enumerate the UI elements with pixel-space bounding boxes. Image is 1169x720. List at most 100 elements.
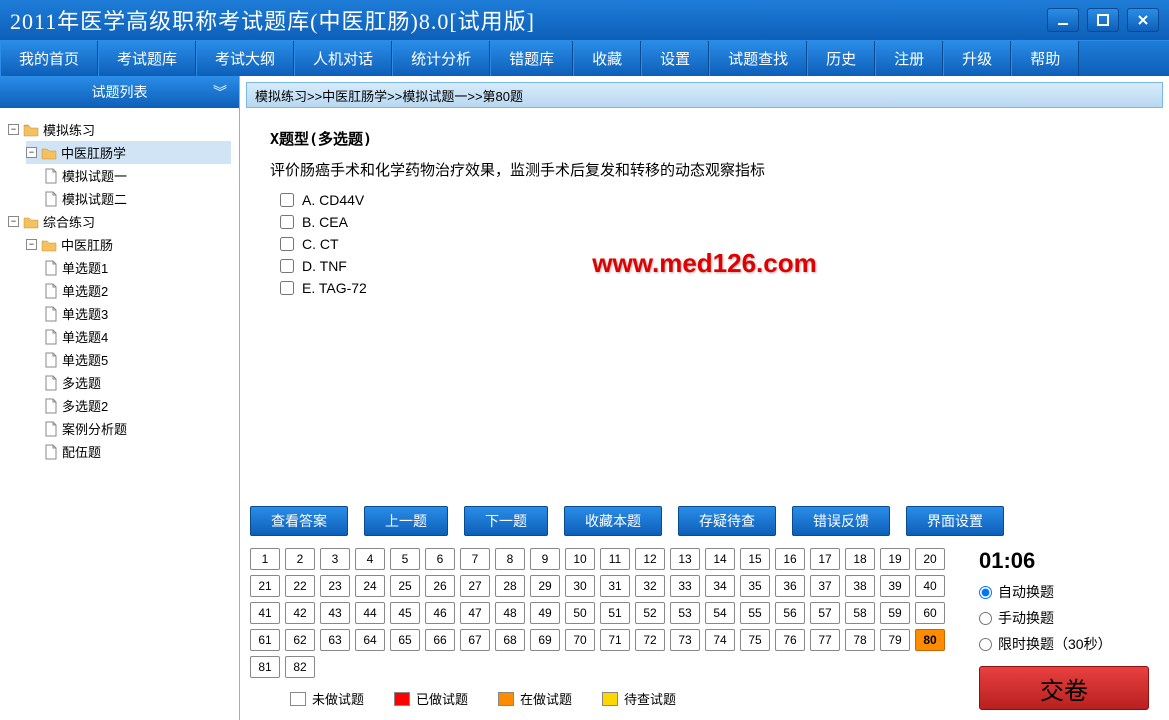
tree-node-leaf[interactable]: 多选题 (44, 371, 231, 394)
option-d[interactable]: D. TNF (280, 258, 1139, 274)
question-number-cell[interactable]: 24 (355, 575, 385, 597)
question-number-cell[interactable]: 69 (530, 629, 560, 651)
question-number-cell[interactable]: 36 (775, 575, 805, 597)
question-number-cell[interactable]: 3 (320, 548, 350, 570)
tree-node-subject1[interactable]: − 中医肛肠学 (26, 141, 231, 164)
tree-node-leaf[interactable]: 单选题1 (44, 256, 231, 279)
option-c[interactable]: C. CT (280, 236, 1139, 252)
question-number-cell[interactable]: 13 (670, 548, 700, 570)
question-number-cell[interactable]: 37 (810, 575, 840, 597)
tree-node-leaf[interactable]: 案例分析题 (44, 417, 231, 440)
collapse-icon[interactable]: − (26, 239, 37, 250)
menu-register[interactable]: 注册 (875, 41, 943, 76)
menu-upgrade[interactable]: 升级 (943, 41, 1011, 76)
question-number-cell[interactable]: 40 (915, 575, 945, 597)
submit-button[interactable]: 交卷 (979, 666, 1149, 710)
collapse-icon[interactable]: − (8, 124, 19, 135)
question-number-cell[interactable]: 41 (250, 602, 280, 624)
prev-button[interactable]: 上一题 (364, 506, 448, 536)
question-number-cell[interactable]: 44 (355, 602, 385, 624)
question-number-cell[interactable]: 70 (565, 629, 595, 651)
question-number-cell[interactable]: 22 (285, 575, 315, 597)
question-number-cell[interactable]: 2 (285, 548, 315, 570)
question-number-cell[interactable]: 18 (845, 548, 875, 570)
menu-home[interactable]: 我的首页 (0, 41, 98, 76)
question-number-cell[interactable]: 66 (425, 629, 455, 651)
question-number-cell[interactable]: 27 (460, 575, 490, 597)
question-number-cell[interactable]: 77 (810, 629, 840, 651)
question-number-cell[interactable]: 23 (320, 575, 350, 597)
tree-node-mock[interactable]: − 模拟练习 (8, 118, 231, 141)
question-number-cell[interactable]: 58 (845, 602, 875, 624)
tree-node-leaf[interactable]: 单选题2 (44, 279, 231, 302)
tree-node-paper2[interactable]: 模拟试题二 (44, 187, 231, 210)
menu-search[interactable]: 试题查找 (709, 41, 807, 76)
question-number-cell[interactable]: 48 (495, 602, 525, 624)
menu-settings[interactable]: 设置 (641, 41, 709, 76)
checkbox-d[interactable] (280, 259, 294, 273)
question-number-cell[interactable]: 74 (705, 629, 735, 651)
question-number-cell[interactable]: 81 (250, 656, 280, 678)
menu-stats[interactable]: 统计分析 (392, 41, 490, 76)
tree-node-paper1[interactable]: 模拟试题一 (44, 164, 231, 187)
question-number-cell[interactable]: 80 (915, 629, 945, 651)
question-number-cell[interactable]: 15 (740, 548, 770, 570)
question-number-cell[interactable]: 33 (670, 575, 700, 597)
question-number-cell[interactable]: 16 (775, 548, 805, 570)
option-a[interactable]: A. CD44V (280, 192, 1139, 208)
question-number-cell[interactable]: 39 (880, 575, 910, 597)
question-number-cell[interactable]: 47 (460, 602, 490, 624)
question-number-cell[interactable]: 32 (635, 575, 665, 597)
question-number-cell[interactable]: 59 (880, 602, 910, 624)
question-number-cell[interactable]: 57 (810, 602, 840, 624)
question-number-cell[interactable]: 61 (250, 629, 280, 651)
question-number-cell[interactable]: 31 (600, 575, 630, 597)
checkbox-e[interactable] (280, 281, 294, 295)
question-number-cell[interactable]: 72 (635, 629, 665, 651)
question-number-cell[interactable]: 79 (880, 629, 910, 651)
question-number-cell[interactable]: 5 (390, 548, 420, 570)
question-number-cell[interactable]: 42 (285, 602, 315, 624)
question-number-cell[interactable]: 60 (915, 602, 945, 624)
radio-auto[interactable] (979, 586, 992, 599)
option-e[interactable]: E. TAG-72 (280, 280, 1139, 296)
next-button[interactable]: 下一题 (464, 506, 548, 536)
question-number-cell[interactable]: 65 (390, 629, 420, 651)
favorite-button[interactable]: 收藏本题 (564, 506, 662, 536)
question-number-cell[interactable]: 64 (355, 629, 385, 651)
mode-timed[interactable]: 限时换题（30秒） (979, 634, 1159, 654)
question-number-cell[interactable]: 49 (530, 602, 560, 624)
question-number-cell[interactable]: 71 (600, 629, 630, 651)
question-number-cell[interactable]: 6 (425, 548, 455, 570)
feedback-button[interactable]: 错误反馈 (792, 506, 890, 536)
question-number-cell[interactable]: 73 (670, 629, 700, 651)
question-number-cell[interactable]: 25 (390, 575, 420, 597)
question-number-cell[interactable]: 30 (565, 575, 595, 597)
question-number-cell[interactable]: 55 (740, 602, 770, 624)
question-number-cell[interactable]: 38 (845, 575, 875, 597)
question-number-cell[interactable]: 19 (880, 548, 910, 570)
question-number-cell[interactable]: 8 (495, 548, 525, 570)
tree-node-leaf[interactable]: 多选题2 (44, 394, 231, 417)
tree-node-leaf[interactable]: 配伍题 (44, 440, 231, 463)
question-number-cell[interactable]: 28 (495, 575, 525, 597)
question-number-cell[interactable]: 82 (285, 656, 315, 678)
menu-dialog[interactable]: 人机对话 (294, 41, 392, 76)
radio-manual[interactable] (979, 612, 992, 625)
question-number-cell[interactable]: 26 (425, 575, 455, 597)
question-number-cell[interactable]: 21 (250, 575, 280, 597)
question-number-cell[interactable]: 56 (775, 602, 805, 624)
question-number-cell[interactable]: 68 (495, 629, 525, 651)
checkbox-b[interactable] (280, 215, 294, 229)
question-number-cell[interactable]: 51 (600, 602, 630, 624)
question-number-cell[interactable]: 53 (670, 602, 700, 624)
tree-node-comprehensive[interactable]: − 综合练习 (8, 210, 231, 233)
question-number-cell[interactable]: 7 (460, 548, 490, 570)
question-number-cell[interactable]: 43 (320, 602, 350, 624)
tree-node-leaf[interactable]: 单选题3 (44, 302, 231, 325)
question-number-cell[interactable]: 76 (775, 629, 805, 651)
question-number-cell[interactable]: 9 (530, 548, 560, 570)
menu-bank[interactable]: 考试题库 (98, 41, 196, 76)
tree-node-subject2[interactable]: − 中医肛肠 (26, 233, 231, 256)
question-number-cell[interactable]: 1 (250, 548, 280, 570)
